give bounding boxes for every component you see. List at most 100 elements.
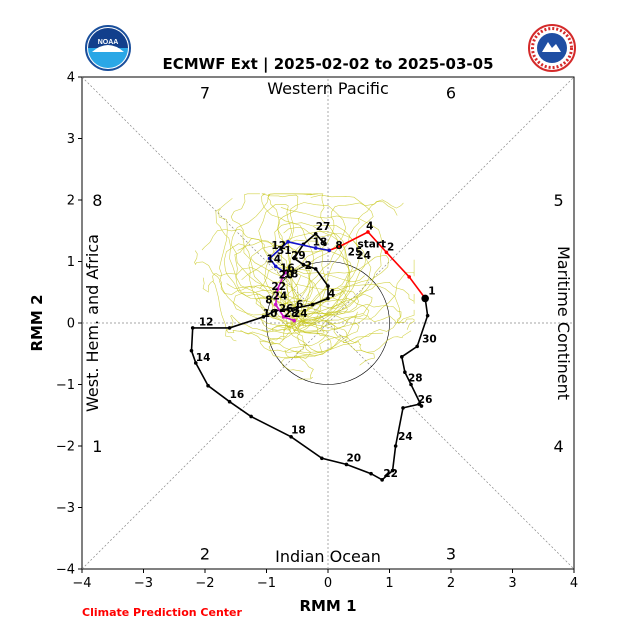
day-label: 22	[271, 281, 286, 293]
series-point	[380, 478, 384, 482]
x-tick-label: 2	[447, 576, 455, 591]
day-label: 4	[328, 288, 335, 300]
series-point	[273, 308, 278, 313]
ensemble-member-line	[274, 293, 373, 330]
ensemble-member-line	[201, 228, 299, 317]
series-point	[344, 462, 349, 467]
ensemble-member-line	[301, 281, 415, 314]
day-label: 26	[418, 394, 433, 406]
series-point	[313, 267, 318, 271]
y-tick-label: −2	[56, 440, 75, 455]
noaa-logo-icon: NOAA	[85, 25, 131, 71]
x-tick-label: −3	[134, 576, 153, 591]
series-point	[313, 232, 318, 236]
series-point	[273, 302, 278, 307]
ensemble-member-line	[215, 198, 297, 317]
series-point	[320, 456, 324, 461]
day-label: 22	[383, 468, 398, 480]
day-label: 24	[293, 308, 308, 320]
ensemble-member-line	[226, 283, 348, 329]
phase-number: 6	[446, 83, 456, 102]
x-tick-label: −4	[72, 576, 91, 591]
y-tick-label: −3	[56, 501, 75, 516]
y-axis-label: RMM 2	[28, 294, 46, 351]
series-point	[393, 444, 398, 448]
day-label: 31	[277, 245, 292, 257]
day-label: 1	[428, 286, 435, 298]
x-tick-label: −2	[195, 576, 214, 591]
series-point	[390, 468, 395, 473]
ensemble-member-line	[270, 233, 367, 323]
ensemble-member-line	[259, 266, 322, 334]
series-point	[369, 471, 373, 476]
ensemble-member-line	[272, 222, 365, 312]
day-label: 12	[199, 316, 214, 328]
ensemble-member-line	[223, 243, 302, 325]
day-label: 27	[316, 221, 331, 233]
phase-number: 1	[92, 437, 102, 456]
ensemble-member-line	[248, 245, 314, 319]
x-tick-label: 0	[324, 576, 332, 591]
phase-number: 5	[554, 191, 564, 210]
series-point	[323, 242, 327, 247]
day-label: 20	[346, 452, 361, 464]
series-point	[292, 256, 296, 261]
ensemble-member-line	[259, 322, 383, 354]
ensemble-member-line	[241, 231, 350, 330]
ensemble-member-line	[298, 259, 415, 324]
day-label: 24	[356, 250, 371, 262]
noaa-logo-text: NOAA	[98, 39, 119, 46]
series-point	[281, 315, 286, 319]
ensemble-member-line	[256, 293, 370, 333]
x-axis-label: RMM 1	[299, 597, 356, 615]
ensemble-member-line	[194, 250, 293, 326]
ensemble-member-line	[233, 242, 339, 328]
region-west-hem-africa: West. Hem. and Africa	[83, 234, 102, 412]
ensemble-member-line	[283, 201, 398, 312]
forecast-tracks	[189, 230, 430, 482]
ensemble-member-line	[234, 237, 292, 316]
phase-number: 3	[446, 545, 456, 564]
ensemble-member-line	[287, 319, 412, 353]
series-point	[227, 399, 232, 404]
day-label: 16	[230, 389, 245, 401]
day-label: 20	[279, 270, 294, 282]
day-label: 14	[267, 254, 282, 266]
series-line-2	[268, 240, 330, 274]
day-label: 24	[398, 431, 413, 443]
ensemble-member-line	[287, 202, 347, 309]
y-tick-label: 3	[67, 132, 75, 147]
y-tick-label: 4	[67, 71, 75, 86]
ensemble-member-line	[284, 309, 341, 359]
chart-title: ECMWF Ext | 2025-02-02 to 2025-03-05	[162, 55, 493, 74]
start-marker	[421, 294, 429, 303]
day-label: 18	[313, 237, 328, 249]
day-label: 8	[335, 240, 342, 252]
day-label: 14	[196, 352, 211, 364]
day-label: 8	[265, 294, 272, 306]
day-label: 6	[296, 299, 303, 311]
series-point	[401, 406, 405, 410]
ensemble-member-line	[295, 255, 389, 330]
ensemble-member-line	[261, 193, 350, 318]
series-point	[338, 244, 343, 248]
day-label: start	[358, 238, 387, 250]
day-label: 4	[366, 221, 373, 233]
series-point	[273, 264, 278, 269]
series-point	[286, 240, 290, 244]
ensemble-member-line	[293, 309, 415, 332]
day-label: 12	[271, 240, 286, 252]
day-label: 10	[263, 308, 278, 320]
day-label: 16	[280, 262, 295, 274]
series-point	[301, 262, 306, 267]
day-label: 28	[284, 308, 299, 320]
phase-number: 8	[92, 191, 102, 210]
day-label: 28	[408, 372, 423, 384]
y-tick-label: −4	[56, 563, 75, 578]
x-axis-ticks: −4 −3 −2 −1 0 1 2 3 4	[72, 569, 578, 591]
series-point	[206, 383, 210, 388]
region-maritime-continent: Maritime Continent	[554, 246, 573, 400]
ensemble-tracks	[194, 193, 415, 381]
phase-number: 4	[554, 437, 564, 456]
series-point	[417, 402, 421, 406]
